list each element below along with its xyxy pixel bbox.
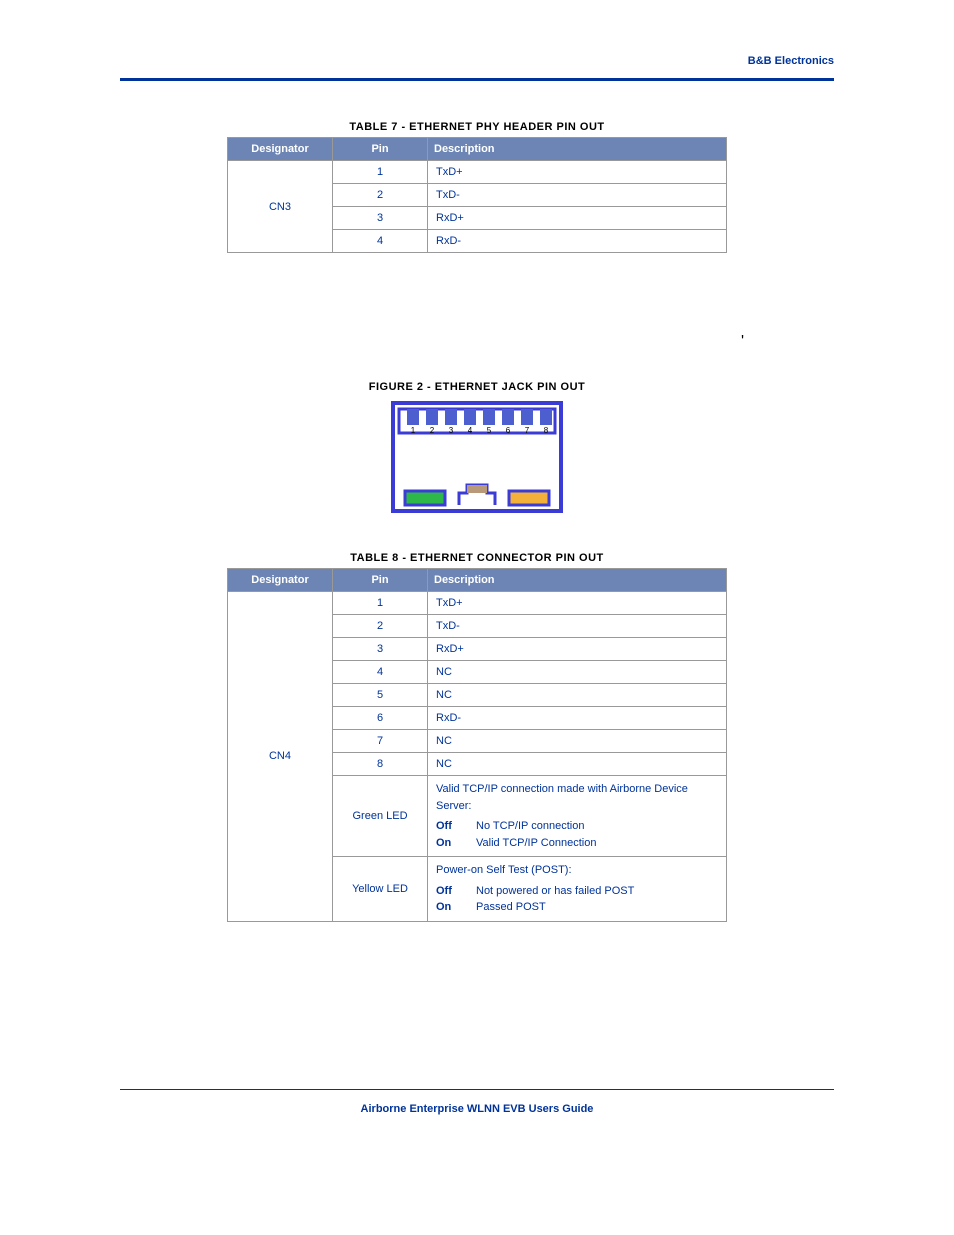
table-row: CN4 1 TxD+ [228,592,727,615]
led-state-key: Off [436,818,476,835]
table8-pin: 7 [333,730,428,753]
table7-header-pin: Pin [333,138,428,161]
table7-header-row: Designator Pin Description [228,138,727,161]
table8-header-row: Designator Pin Description [228,569,727,592]
table8-header-pin: Pin [333,569,428,592]
led-state-val: No TCP/IP connection [476,818,718,835]
pin-label: 8 [544,426,549,435]
table8-desc: RxD- [428,707,727,730]
pin-label: 3 [449,426,454,435]
led-state-val: Not powered or has failed POST [476,883,718,900]
stray-mark: ' [120,333,834,351]
pin-label: 5 [487,426,492,435]
led-state-key: On [436,835,476,852]
table7-desc: TxD+ [428,161,727,184]
led-state-key: On [436,899,476,916]
table8-header-designator: Designator [228,569,333,592]
table8-desc: TxD- [428,615,727,638]
pin-label: 4 [468,426,473,435]
yellow-led-icon [509,491,549,505]
table8-pin: 6 [333,707,428,730]
header-divider [120,78,834,81]
table8-led-label: Green LED [333,776,428,857]
ethernet-jack-icon: 1 2 3 4 5 6 7 8 [387,397,567,517]
table7-desc: RxD- [428,230,727,253]
table7-pin: 1 [333,161,428,184]
table8-desc: NC [428,684,727,707]
footer-divider [120,1089,834,1090]
pin-label: 6 [506,426,511,435]
table8-pin: 1 [333,592,428,615]
table8-designator: CN4 [228,592,333,922]
table8-pin: 8 [333,753,428,776]
led-intro: Valid TCP/IP connection made with Airbor… [436,783,688,812]
pin-label: 2 [430,426,435,435]
table8-pin: 2 [333,615,428,638]
footer-text: Airborne Enterprise WLNN EVB Users Guide [0,1103,954,1115]
table7-header-description: Description [428,138,727,161]
table8-pin: 4 [333,661,428,684]
table7-pin: 2 [333,184,428,207]
pin-label: 1 [411,426,416,435]
table8-desc: RxD+ [428,638,727,661]
table8-desc: NC [428,661,727,684]
table8-pin: 3 [333,638,428,661]
table7-desc: RxD+ [428,207,727,230]
table8-desc: NC [428,730,727,753]
header-brand: B&B Electronics [748,55,834,67]
table-row: CN3 1 TxD+ [228,161,727,184]
table7-desc: TxD- [428,184,727,207]
table8-desc: NC [428,753,727,776]
led-intro: Power-on Self Test (POST): [436,864,572,876]
table8-desc: TxD+ [428,592,727,615]
table7-pin: 4 [333,230,428,253]
table7-caption: TABLE 7 - ETHERNET PHY HEADER PIN OUT [120,121,834,133]
table7: Designator Pin Description CN3 1 TxD+ 2 … [227,137,727,253]
table7-header-designator: Designator [228,138,333,161]
table7-designator: CN3 [228,161,333,253]
table8-header-description: Description [428,569,727,592]
table7-pin: 3 [333,207,428,230]
green-led-icon [405,491,445,505]
pin-label: 7 [525,426,530,435]
table8-led-desc: Power-on Self Test (POST): Off Not power… [428,857,727,922]
table8-led-label: Yellow LED [333,857,428,922]
table8: Designator Pin Description CN4 1 TxD+ 2 … [227,568,727,922]
table8-caption: TABLE 8 - ETHERNET CONNECTOR PIN OUT [120,552,834,564]
figure2-caption: FIGURE 2 - ETHERNET JACK PIN OUT [120,381,834,393]
table8-led-desc: Valid TCP/IP connection made with Airbor… [428,776,727,857]
led-state-val: Passed POST [476,899,718,916]
table8-pin: 5 [333,684,428,707]
led-state-key: Off [436,883,476,900]
led-state-val: Valid TCP/IP Connection [476,835,718,852]
